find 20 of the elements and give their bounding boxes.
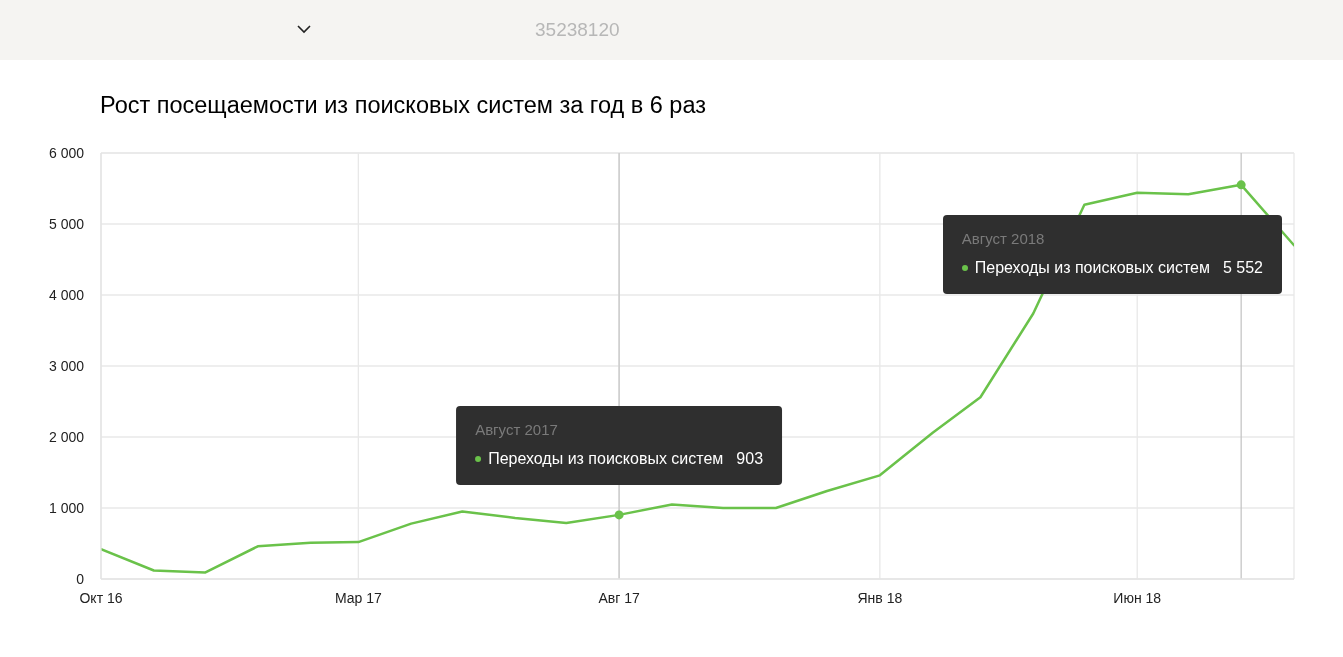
annotation: 5 552 — [1222, 258, 1263, 276]
annotation: Август 2018 — [961, 229, 1045, 247]
y-tick-label: 3 000 — [48, 357, 85, 374]
x-tick-label: Мар 17 — [334, 589, 382, 606]
y-tick-label: 1 000 — [48, 499, 85, 516]
y-tick-label: 0 — [76, 570, 85, 587]
y-tick-label: 6 000 — [48, 144, 85, 161]
legend-label: Переходы из поисковых систем — [488, 449, 724, 467]
y-tick-label: 2 000 — [48, 428, 85, 445]
chart-title: Рост посещаемости из поисковых систем за год в 6 раз — [100, 92, 706, 118]
annotation: 903 — [736, 449, 764, 467]
text: 35238120 — [535, 19, 620, 40]
y-tick-label: 4 000 — [48, 286, 85, 303]
annotation: Август 2017 — [475, 420, 558, 438]
x-tick-label: Окт 16 — [79, 589, 123, 606]
text: Переходы из поисковых систем — [974, 258, 1210, 276]
x-tick-label: Авг 17 — [598, 589, 640, 606]
x-tick-label: Янв 18 — [857, 589, 903, 606]
y-tick-label: 5 000 — [48, 215, 85, 232]
x-tick-label: Июн 18 — [1113, 589, 1162, 606]
